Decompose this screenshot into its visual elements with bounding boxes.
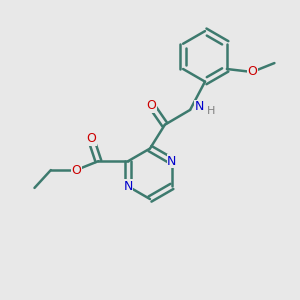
Text: O: O [247,65,257,79]
Text: N: N [195,100,204,113]
Text: N: N [123,180,133,193]
Text: H: H [206,106,215,116]
Text: O: O [71,164,81,177]
Text: N: N [167,154,177,168]
Text: O: O [86,132,96,146]
Text: O: O [146,99,156,112]
